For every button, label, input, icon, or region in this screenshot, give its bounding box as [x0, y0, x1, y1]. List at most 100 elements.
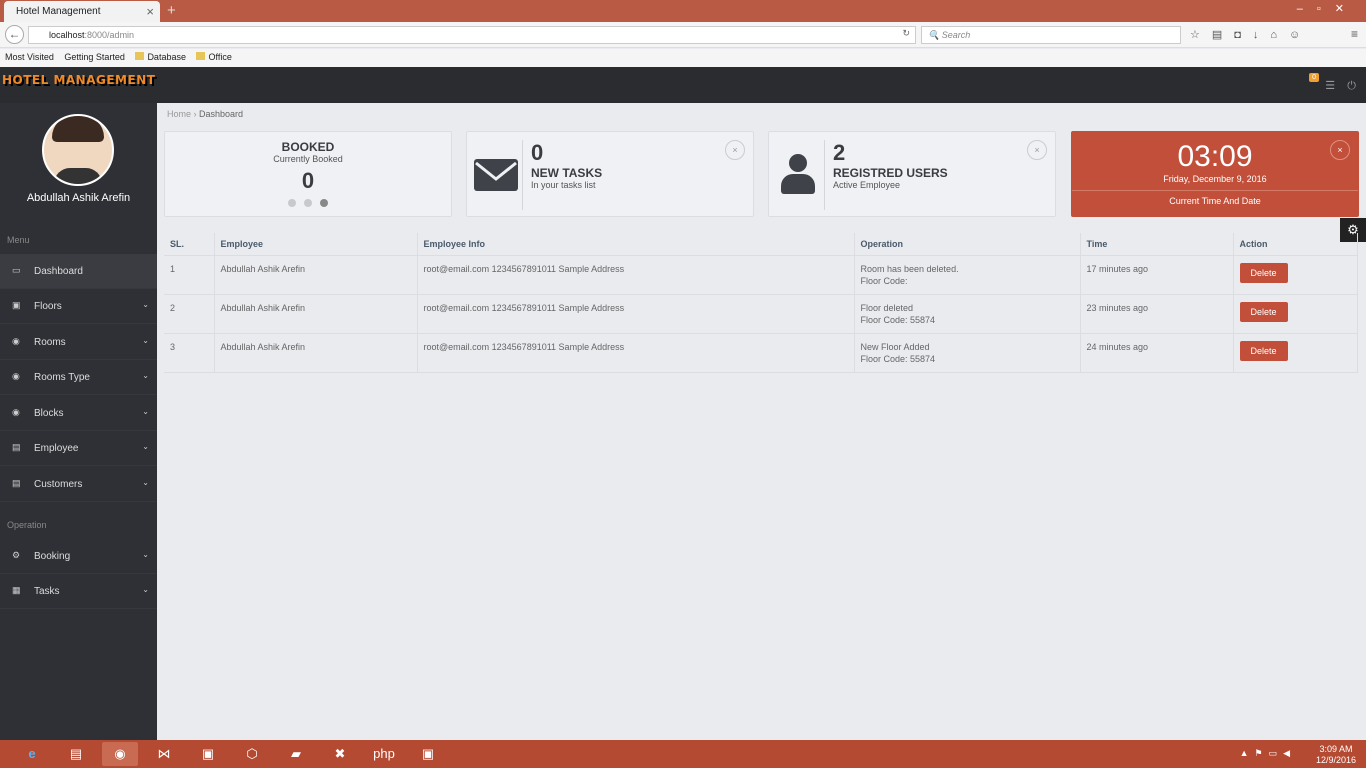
notification-badge: 0	[1309, 73, 1319, 82]
card-title: NEW TASKS	[531, 166, 603, 180]
table-row: 1 Abdullah Ashik Arefin root@email.com 1…	[164, 255, 1358, 295]
app-header: HOTEL MANAGEMENT ☰ 0 ⏻	[0, 67, 1366, 103]
delete-button[interactable]: Delete	[1239, 301, 1288, 322]
bookmark-office[interactable]: Office	[208, 52, 232, 62]
user-name: Abdullah Ashik Arefin	[26, 192, 131, 204]
sidebar-item-label: Rooms Type	[34, 372, 90, 383]
folder-icon[interactable]: ▰	[291, 746, 301, 761]
sidebar-item-label: Blocks	[34, 408, 64, 419]
chart-icon: ▦	[12, 585, 21, 595]
close-icon[interactable]: ×	[1330, 140, 1350, 160]
close-icon[interactable]: ×	[1027, 140, 1047, 160]
col-info: Employee Info	[417, 233, 855, 256]
close-tab-icon[interactable]: ×	[146, 4, 154, 19]
card-value: 0	[531, 140, 544, 165]
new-tab-button[interactable]: +	[167, 2, 176, 19]
cell-operation: Floor deleted Floor Code: 55874	[854, 294, 1081, 334]
bookmark-database[interactable]: Database	[147, 52, 186, 62]
monitor-icon: ▭	[12, 265, 21, 275]
col-action: Action	[1233, 233, 1358, 256]
taskbar-clock[interactable]: 3:09 AM 12/9/2016	[1316, 744, 1356, 766]
card-label: Current Time And Date	[1072, 190, 1358, 206]
sidebar-item-rooms[interactable]: ◉ Rooms ⌄	[0, 325, 157, 360]
sidebar-item-tasks[interactable]: ▦ Tasks ⌄	[0, 574, 157, 609]
bookmarks-bar: Most Visited Getting Started Database Of…	[0, 49, 1366, 67]
circle-icon: ◉	[12, 371, 20, 381]
floors-icon: ▣	[12, 300, 21, 310]
sidebar-item-rooms-type[interactable]: ◉ Rooms Type ⌄	[0, 360, 157, 395]
search-placeholder: Search	[941, 30, 971, 40]
logo[interactable]: HOTEL MANAGEMENT	[2, 73, 156, 87]
chevron-down-icon: ⌄	[142, 336, 149, 345]
file-icon: ▤	[12, 478, 21, 488]
col-time: Time	[1080, 233, 1234, 256]
envelope-icon	[474, 159, 518, 191]
sidebar-item-dashboard[interactable]: ▭ Dashboard	[0, 254, 157, 289]
col-sl: SL.	[164, 233, 215, 256]
current-date: Friday, December 9, 2016	[1163, 174, 1267, 184]
cell-time: 17 minutes ago	[1080, 255, 1234, 295]
delete-button[interactable]: Delete	[1239, 262, 1288, 283]
tab-title: Hotel Management	[16, 6, 101, 17]
sidebar-item-floors[interactable]: ▣ Floors ⌄	[0, 289, 157, 324]
chevron-down-icon: ⌄	[142, 478, 149, 487]
bookmark-most-visited[interactable]: Most Visited	[5, 52, 54, 62]
cell-sl: 3	[164, 333, 215, 373]
user-icon	[781, 154, 815, 194]
ie-icon[interactable]: e	[28, 746, 36, 761]
col-employee: Employee	[214, 233, 418, 256]
breadcrumb-home[interactable]: Home	[167, 109, 192, 119]
back-button[interactable]: ←	[5, 25, 24, 44]
carousel-dots[interactable]	[165, 198, 451, 210]
card-title: BOOKED	[281, 140, 335, 154]
table-header-row: SL. Employee Employee Info Operation Tim…	[164, 233, 1358, 256]
sidebar-item-blocks[interactable]: ◉ Blocks ⌄	[0, 396, 157, 431]
close-icon[interactable]: ×	[725, 140, 745, 160]
editor-icon[interactable]: ▣	[201, 746, 215, 761]
url-host: localhost	[49, 30, 85, 40]
list-icon[interactable]: ☰	[1325, 80, 1336, 92]
xampp-icon[interactable]: ✖	[334, 746, 346, 761]
table-row: 2 Abdullah Ashik Arefin root@email.com 1…	[164, 294, 1358, 334]
visual-studio-icon[interactable]: ⋈	[157, 746, 171, 761]
toolbar-icons[interactable]: ☆▤◘↓⌂☺	[1190, 29, 1313, 41]
card-title: REGISTRED USERS	[833, 166, 948, 180]
reload-icon[interactable]: ↻	[902, 28, 910, 38]
cell-action: Delete	[1233, 333, 1358, 373]
delete-button[interactable]: Delete	[1239, 340, 1288, 361]
sidebar-item-customers[interactable]: ▤ Customers ⌄	[0, 467, 157, 502]
system-tray[interactable]: ▲⚑▭◀	[1239, 748, 1296, 758]
sidebar-item-employee[interactable]: ▤ Employee ⌄	[0, 431, 157, 466]
cell-time: 24 minutes ago	[1080, 333, 1234, 373]
sidebar-item-label: Dashboard	[34, 266, 83, 277]
circle-icon: ◉	[12, 336, 20, 346]
firefox-icon[interactable]: ◉	[102, 742, 138, 766]
power-icon[interactable]: ⏻	[1347, 80, 1356, 92]
php-icon[interactable]: php	[373, 746, 395, 761]
table-row: 3 Abdullah Ashik Arefin root@email.com 1…	[164, 333, 1358, 373]
breadcrumb-current: Dashboard	[199, 109, 244, 119]
cell-info: root@email.com 1234567891011 Sample Addr…	[417, 255, 855, 295]
operation-text: Floor deleted	[860, 302, 914, 313]
bookmark-getting-started[interactable]: Getting Started	[64, 52, 125, 62]
recorder-icon[interactable]: ▣	[421, 746, 435, 761]
nox-icon[interactable]: ⬡	[246, 746, 258, 761]
url-bar[interactable]: localhost:8000/admin ↻	[28, 26, 916, 44]
window-controls[interactable]: –▫✕	[1296, 3, 1358, 15]
chevron-down-icon: ⌄	[142, 442, 149, 451]
search-input[interactable]: 🔍 Search	[921, 26, 1181, 44]
clock-time: 3:09 AM	[1319, 744, 1353, 754]
operation-section-label: Operation	[7, 520, 47, 530]
menu-icon[interactable]: ≡	[1350, 27, 1358, 41]
cell-employee: Abdullah Ashik Arefin	[214, 255, 418, 295]
browser-tab[interactable]: Hotel Management ×	[4, 1, 160, 22]
cell-employee: Abdullah Ashik Arefin	[214, 333, 418, 373]
sidebar-item-booking[interactable]: ⚙ Booking ⌄	[0, 539, 157, 574]
cogs-icon: ⚙	[12, 550, 21, 560]
current-time: 03:09	[1177, 140, 1253, 173]
explorer-icon[interactable]: ▤	[69, 746, 83, 761]
cell-time: 23 minutes ago	[1080, 294, 1234, 334]
chevron-down-icon: ⌄	[142, 407, 149, 416]
floor-code: Floor Code:	[860, 275, 908, 286]
cell-action: Delete	[1233, 255, 1358, 295]
